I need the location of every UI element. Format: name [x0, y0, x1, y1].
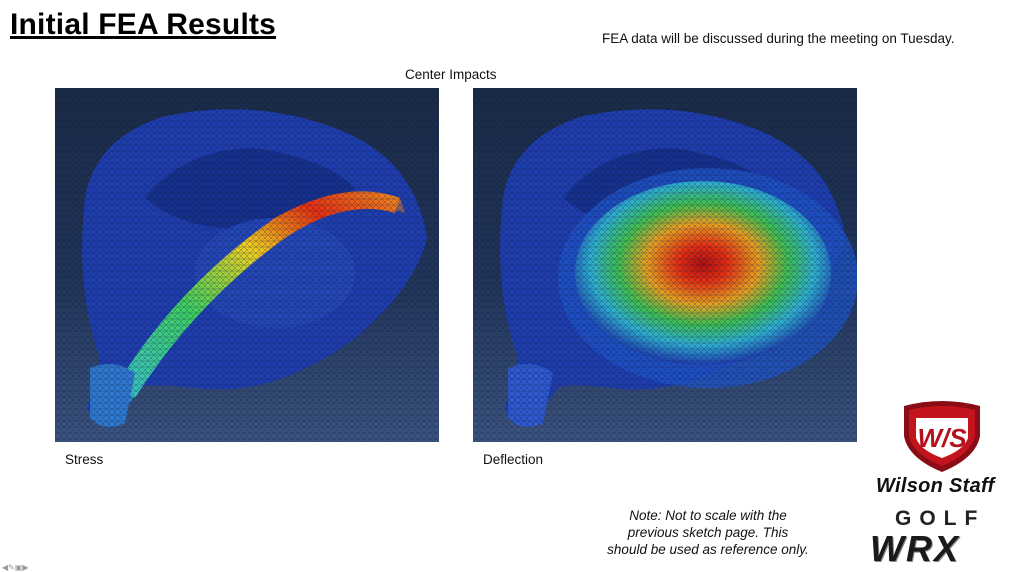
wilson-staff-wordmark: Wilson Staff [876, 475, 995, 497]
scale-note-line: should be used as reference only. [607, 542, 809, 557]
wilson-staff-shield-logo: W/S [896, 400, 988, 479]
stress-caption: Stress [65, 452, 104, 467]
slide-nav-icons[interactable]: ◀✎▣▶ [2, 563, 29, 572]
golf-wordmark: GOLF [895, 507, 986, 530]
center-impacts-label: Center Impacts [405, 67, 497, 82]
scale-note-line: Note: Not to scale with the [629, 508, 787, 523]
wrx-wordmark: WRX [870, 528, 960, 569]
deflection-fea-image [473, 88, 857, 442]
deflection-caption: Deflection [483, 452, 544, 467]
meeting-note: FEA data will be discussed during the me… [602, 31, 955, 46]
slide-title: Initial FEA Results [10, 8, 277, 41]
scale-note: Note: Not to scale with the previous ske… [578, 507, 838, 558]
stress-fea-image [55, 88, 439, 442]
svg-text:W/S: W/S [917, 423, 967, 453]
scale-note-line: previous sketch page. This [627, 525, 789, 540]
